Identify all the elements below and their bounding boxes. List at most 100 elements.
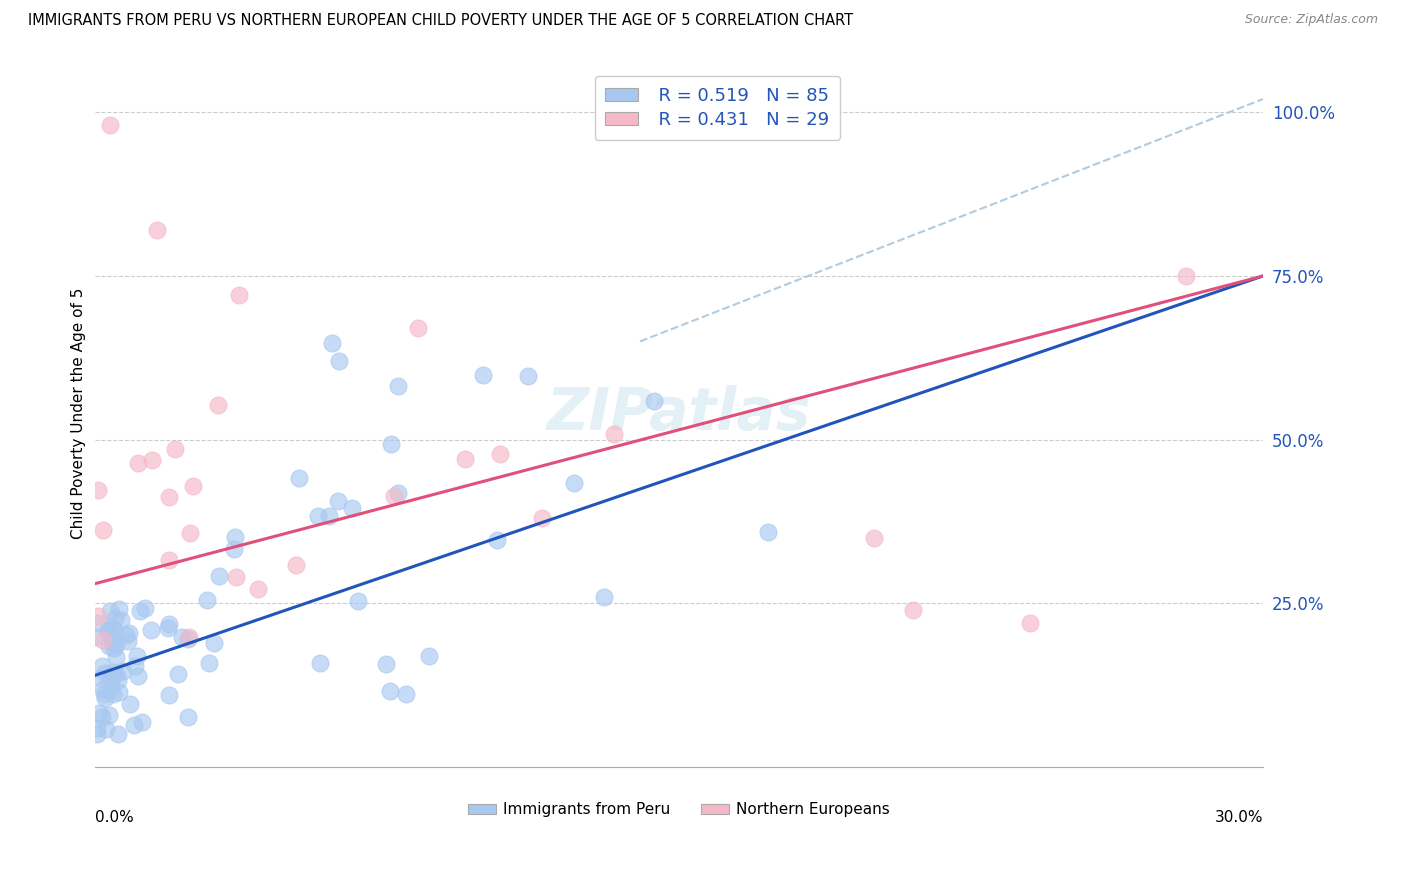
Point bbox=[418, 649, 440, 664]
Point bbox=[98, 604, 121, 618]
Point bbox=[167, 666, 190, 681]
Point bbox=[247, 582, 270, 597]
Point bbox=[103, 641, 125, 656]
Point bbox=[100, 632, 122, 646]
Point bbox=[98, 625, 121, 640]
Point bbox=[129, 604, 152, 618]
Point bbox=[112, 664, 135, 678]
Point bbox=[103, 665, 125, 680]
Point bbox=[181, 479, 204, 493]
Point bbox=[100, 681, 122, 695]
Point bbox=[118, 697, 141, 711]
Point bbox=[318, 509, 340, 524]
Point bbox=[224, 530, 246, 544]
Point bbox=[862, 531, 884, 545]
Text: 30.0%: 30.0% bbox=[1215, 810, 1264, 825]
Point bbox=[98, 118, 121, 132]
Point bbox=[163, 442, 186, 457]
Point bbox=[86, 721, 108, 735]
Point bbox=[100, 673, 122, 687]
Point bbox=[97, 639, 120, 653]
Point bbox=[157, 553, 180, 567]
Point bbox=[107, 726, 129, 740]
Point bbox=[122, 718, 145, 732]
Point bbox=[91, 523, 114, 537]
Point bbox=[307, 509, 329, 524]
Point bbox=[643, 394, 665, 409]
Point bbox=[98, 708, 121, 723]
Point bbox=[127, 669, 149, 683]
Point bbox=[387, 378, 409, 392]
Point bbox=[387, 486, 409, 500]
Point bbox=[284, 558, 307, 572]
Point bbox=[141, 623, 163, 637]
Point bbox=[157, 688, 180, 702]
Point bbox=[228, 288, 250, 302]
Point bbox=[141, 452, 163, 467]
Point bbox=[134, 601, 156, 615]
Point bbox=[93, 691, 115, 706]
Point bbox=[159, 617, 181, 632]
Point bbox=[197, 593, 219, 607]
Y-axis label: Child Poverty Under the Age of 5: Child Poverty Under the Age of 5 bbox=[72, 288, 86, 539]
Point bbox=[84, 630, 107, 644]
Point bbox=[131, 715, 153, 730]
Point bbox=[146, 223, 169, 237]
Point bbox=[177, 630, 200, 644]
Point bbox=[97, 623, 120, 637]
Point bbox=[406, 321, 429, 335]
Point bbox=[472, 368, 495, 382]
Point bbox=[207, 398, 229, 412]
Point bbox=[87, 483, 110, 498]
Point bbox=[222, 542, 245, 557]
Point bbox=[593, 590, 616, 604]
Point bbox=[101, 634, 124, 648]
Point bbox=[1174, 268, 1197, 283]
Point bbox=[91, 710, 114, 724]
Point bbox=[107, 602, 129, 616]
Text: IMMIGRANTS FROM PERU VS NORTHERN EUROPEAN CHILD POVERTY UNDER THE AGE OF 5 CORRE: IMMIGRANTS FROM PERU VS NORTHERN EUROPEA… bbox=[28, 13, 853, 29]
Point bbox=[125, 648, 148, 663]
Point bbox=[488, 447, 510, 461]
Point bbox=[342, 500, 364, 515]
Point bbox=[179, 525, 201, 540]
Text: Source: ZipAtlas.com: Source: ZipAtlas.com bbox=[1244, 13, 1378, 27]
Point bbox=[378, 684, 401, 698]
Point bbox=[347, 593, 370, 607]
Point bbox=[91, 682, 114, 697]
Point bbox=[90, 659, 112, 673]
Point bbox=[87, 706, 110, 720]
Point bbox=[87, 608, 110, 623]
Point bbox=[176, 632, 198, 646]
Point bbox=[530, 511, 553, 525]
Point bbox=[94, 665, 117, 680]
Legend: Immigrants from Peru, Northern Europeans: Immigrants from Peru, Northern Europeans bbox=[463, 796, 896, 823]
Text: ZIPatlas: ZIPatlas bbox=[547, 385, 811, 442]
Point bbox=[101, 620, 124, 634]
Point bbox=[157, 490, 180, 504]
Point bbox=[127, 456, 149, 470]
Point bbox=[288, 471, 311, 485]
Point bbox=[202, 636, 225, 650]
Point bbox=[374, 657, 396, 671]
Point bbox=[108, 685, 131, 699]
Point bbox=[1018, 616, 1040, 631]
Point bbox=[118, 626, 141, 640]
Point bbox=[105, 649, 128, 664]
Point bbox=[157, 621, 180, 635]
Point bbox=[96, 722, 118, 736]
Point bbox=[86, 616, 108, 631]
Point bbox=[395, 687, 418, 701]
Point bbox=[103, 623, 125, 637]
Point bbox=[454, 452, 477, 467]
Point bbox=[124, 658, 146, 673]
Point bbox=[328, 493, 350, 508]
Point bbox=[110, 613, 132, 627]
Point bbox=[86, 727, 108, 741]
Point bbox=[115, 628, 138, 642]
Point bbox=[197, 656, 219, 670]
Point bbox=[562, 476, 585, 491]
Text: 0.0%: 0.0% bbox=[94, 810, 134, 825]
Point bbox=[225, 570, 247, 584]
Point bbox=[104, 611, 127, 625]
